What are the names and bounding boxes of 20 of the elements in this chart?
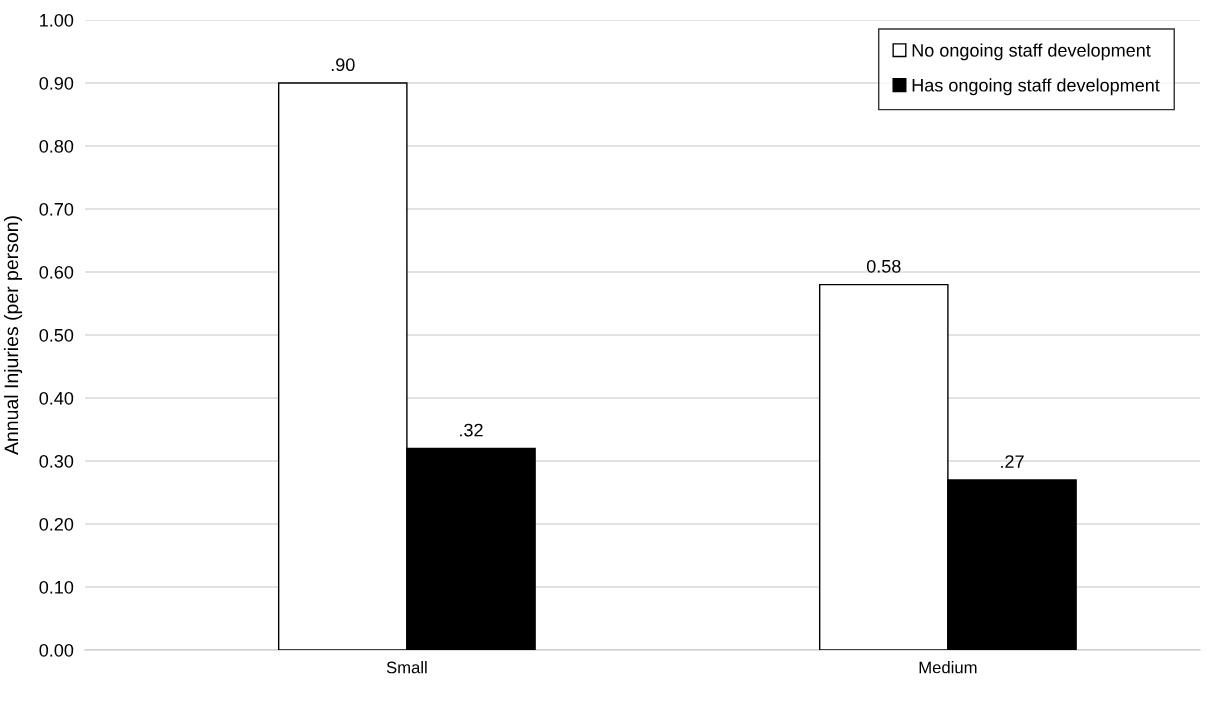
data-label: 0.58 xyxy=(866,259,901,273)
y-tick-label: 0.20 xyxy=(39,517,74,531)
data-label: .32 xyxy=(460,423,483,437)
y-tick-label: 0.30 xyxy=(39,454,74,468)
y-tick-label: 1.00 xyxy=(40,13,74,27)
y-tick-label: 0.10 xyxy=(39,580,74,594)
y-tick-label: 0.60 xyxy=(39,265,74,279)
y-axis-title: Annual Injuries (per person) xyxy=(3,216,23,455)
y-tick-label: 0.00 xyxy=(39,643,74,657)
x-tick-label: Medium xyxy=(919,661,977,674)
y-tick-label: 0.50 xyxy=(39,328,74,342)
data-label: .90 xyxy=(331,58,355,72)
y-tick-label: 0.70 xyxy=(39,202,74,216)
data-label: .27 xyxy=(1001,455,1024,468)
legend-label: No ongoing staff development xyxy=(912,43,1151,61)
y-tick-label: 0.40 xyxy=(39,391,74,405)
y-tick-label: 0.80 xyxy=(39,139,74,153)
y-tick-label: 0.90 xyxy=(39,76,74,90)
legend-label: Has ongoing staff development xyxy=(912,78,1160,96)
x-tick-label: Small xyxy=(386,661,427,674)
